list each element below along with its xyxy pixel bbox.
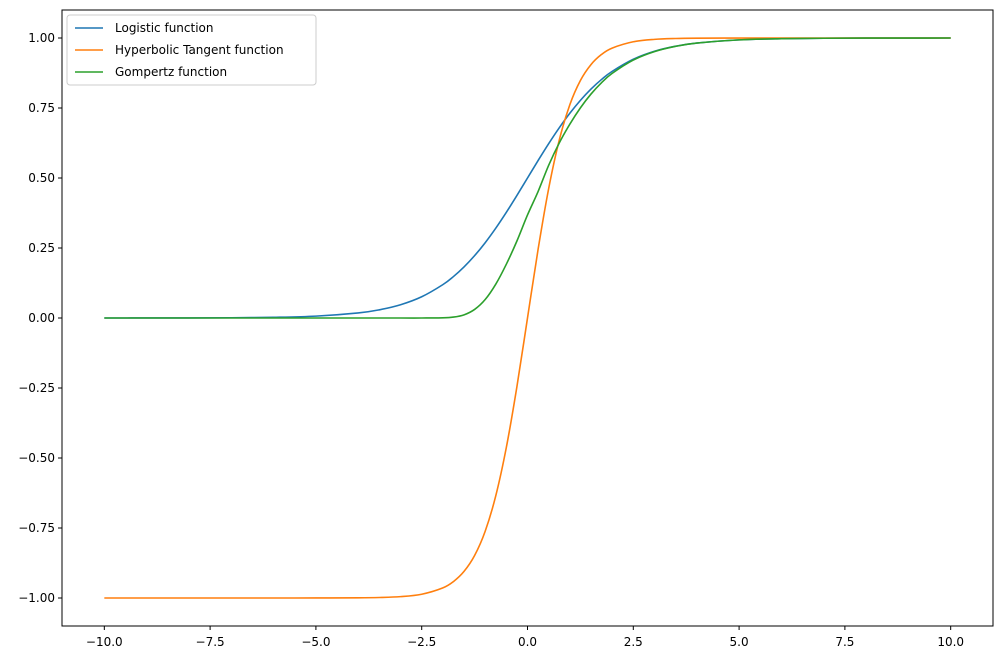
x-tick-label: 5.0	[730, 635, 749, 649]
legend-label-2: Hyperbolic Tangent function	[115, 43, 284, 57]
y-tick-label: 0.00	[28, 311, 55, 325]
x-tick-label: −7.5	[196, 635, 225, 649]
x-tick-label: 2.5	[624, 635, 643, 649]
plot-lines	[104, 37, 951, 599]
y-tick-label: −1.00	[18, 591, 55, 605]
legend-label-3: Gompertz function	[115, 65, 227, 79]
x-tick-label: 0.0	[518, 635, 537, 649]
legend: Logistic function Hyperbolic Tangent func…	[66, 14, 317, 86]
y-tick-label: 1.00	[28, 31, 55, 45]
y-tick-label: −0.25	[18, 381, 55, 395]
y-tick-label: 0.50	[28, 171, 55, 185]
x-tick-label: 10.0	[937, 635, 964, 649]
x-tick-label: −2.5	[407, 635, 436, 649]
y-tick-label: 0.75	[28, 101, 55, 115]
x-tick-label: −10.0	[86, 635, 123, 649]
y-tick-label: −0.75	[18, 521, 55, 535]
y-tick-label: 0.25	[28, 241, 55, 255]
y-axis-ticks: 1.00 0.75 0.50 0.25 0.00 −0.25 −0.50 −0.75 −1.00	[18, 31, 62, 605]
x-tick-label: −5.0	[301, 635, 330, 649]
x-tick-label: 7.5	[835, 635, 854, 649]
series-line-2	[104, 37, 951, 599]
x-axis-ticks: −10.0 −7.5 −5.0 −2.5 0.0 2.5 5.0 7.5 10.0	[86, 626, 964, 649]
legend-label-1: Logistic function	[115, 21, 214, 35]
y-tick-label: −0.50	[18, 451, 55, 465]
legend-box	[66, 14, 317, 86]
series-line-3	[104, 37, 951, 319]
